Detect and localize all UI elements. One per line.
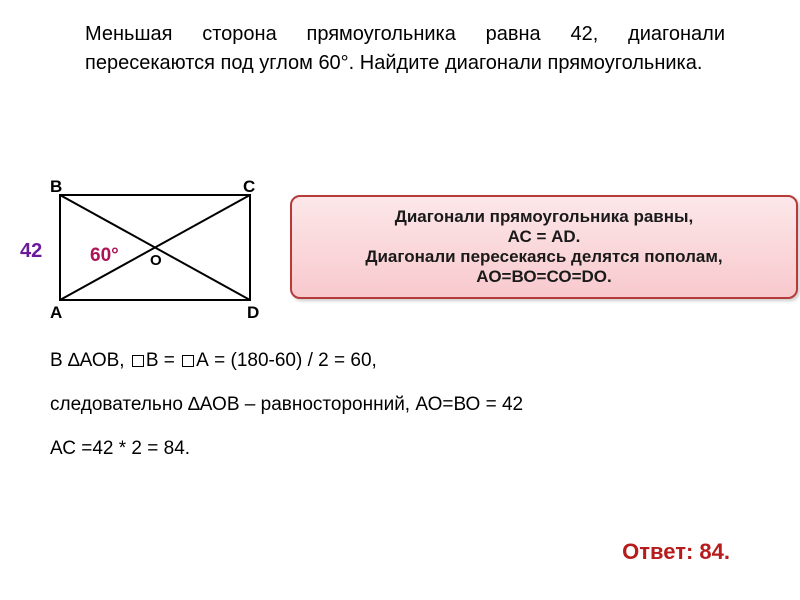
vertex-d: D <box>247 303 259 322</box>
property-box: Диагонали прямоугольника равны, АС = АD.… <box>290 195 798 299</box>
property-line-2: АС = АD. <box>304 227 784 247</box>
vertex-o: O <box>150 252 162 269</box>
vertex-c: C <box>243 177 255 196</box>
rectangle-diagram: B C A D O <box>15 170 265 320</box>
solution-step-3: АС =42 * 2 = 84. <box>50 438 523 460</box>
property-line-1: Диагонали прямоугольника равны, <box>304 207 784 227</box>
solution-step-1: В ∆АОВ, В = А = (180-60) / 2 = 60, <box>50 350 523 372</box>
solution-block: В ∆АОВ, В = А = (180-60) / 2 = 60, следо… <box>50 350 523 482</box>
problem-statement: Меньшая сторона прямоугольника равна 42,… <box>85 20 725 78</box>
answer-label: Ответ: 84. <box>622 539 730 565</box>
angle-symbol-icon <box>182 355 194 367</box>
vertex-b: B <box>50 177 62 196</box>
solution-step-2: следовательно ∆АОВ – равносторонний, АО=… <box>50 394 523 416</box>
step1-mid: В = <box>146 350 180 371</box>
property-line-3: Диагонали пересекаясь делятся пополам, А… <box>304 247 784 287</box>
side-length-label: 42 <box>20 240 42 263</box>
angle-label: 60° <box>90 245 119 267</box>
step1-prefix: В ∆АОВ, <box>50 350 130 371</box>
angle-symbol-icon <box>132 355 144 367</box>
vertex-a: A <box>50 303 62 322</box>
step1-mid2: А = (180-60) / 2 = 60, <box>196 350 377 371</box>
